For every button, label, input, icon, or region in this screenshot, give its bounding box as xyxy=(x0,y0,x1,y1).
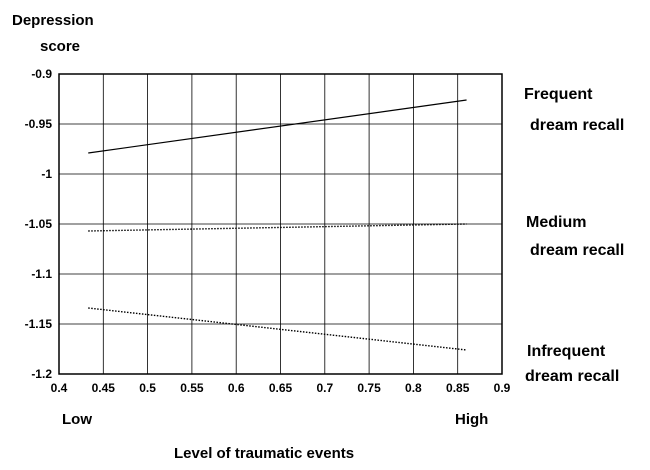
series-line-frequent xyxy=(88,99,467,154)
x-tick-label: 0.4 xyxy=(51,381,68,395)
y-tick-labels: -0.9 -0.95 -1 -1.05 -1.1 -1.15 -1.2 xyxy=(25,67,53,381)
y-tick-label: -0.9 xyxy=(31,67,52,81)
series-label-medium-line2: dream recall xyxy=(530,242,624,259)
x-tick-label: 0.8 xyxy=(405,381,422,395)
x-tick-label: 0.85 xyxy=(446,381,470,395)
y-tick-label: -1.2 xyxy=(31,367,52,381)
y-tick-label: -1 xyxy=(41,167,52,181)
x-tick-label: 0.6 xyxy=(228,381,245,395)
x-tick-labels: 0.4 0.45 0.5 0.55 0.6 0.65 0.7 0.75 0.8 0.85 0.9 xyxy=(51,381,511,395)
series-line-medium xyxy=(88,223,467,232)
x-tick-label: 0.5 xyxy=(139,381,156,395)
x-tick-label: 0.45 xyxy=(92,381,116,395)
series-label-frequent-line1: Frequent xyxy=(524,86,593,103)
x-tick-label: 0.7 xyxy=(316,381,333,395)
series-label-frequent-line2: dream recall xyxy=(530,117,624,134)
y-tick-label: -1.05 xyxy=(25,217,53,231)
x-tick-label: 0.75 xyxy=(357,381,381,395)
y-tick-label: -1.1 xyxy=(31,267,52,281)
series-label-infrequent-line1: Infrequent xyxy=(527,343,606,360)
y-tick-label: -1.15 xyxy=(25,317,53,331)
series-label-infrequent-line2: dream recall xyxy=(525,368,619,385)
plot-frame xyxy=(58,73,503,375)
series-line-infrequent xyxy=(88,307,467,351)
x-end-label-high: High xyxy=(455,411,488,428)
series-lines xyxy=(88,99,467,351)
y-tick-label: -0.95 xyxy=(25,117,53,131)
x-tick-label: 0.9 xyxy=(494,381,511,395)
series-label-medium-line1: Medium xyxy=(526,214,586,231)
y-axis-label-line1: Depression xyxy=(12,12,94,29)
x-end-label-low: Low xyxy=(62,411,92,428)
grid xyxy=(59,74,502,374)
x-tick-label: 0.55 xyxy=(180,381,204,395)
y-axis-label-line2: score xyxy=(40,38,80,55)
x-tick-label: 0.65 xyxy=(269,381,293,395)
x-axis-label: Level of traumatic events xyxy=(174,445,354,462)
